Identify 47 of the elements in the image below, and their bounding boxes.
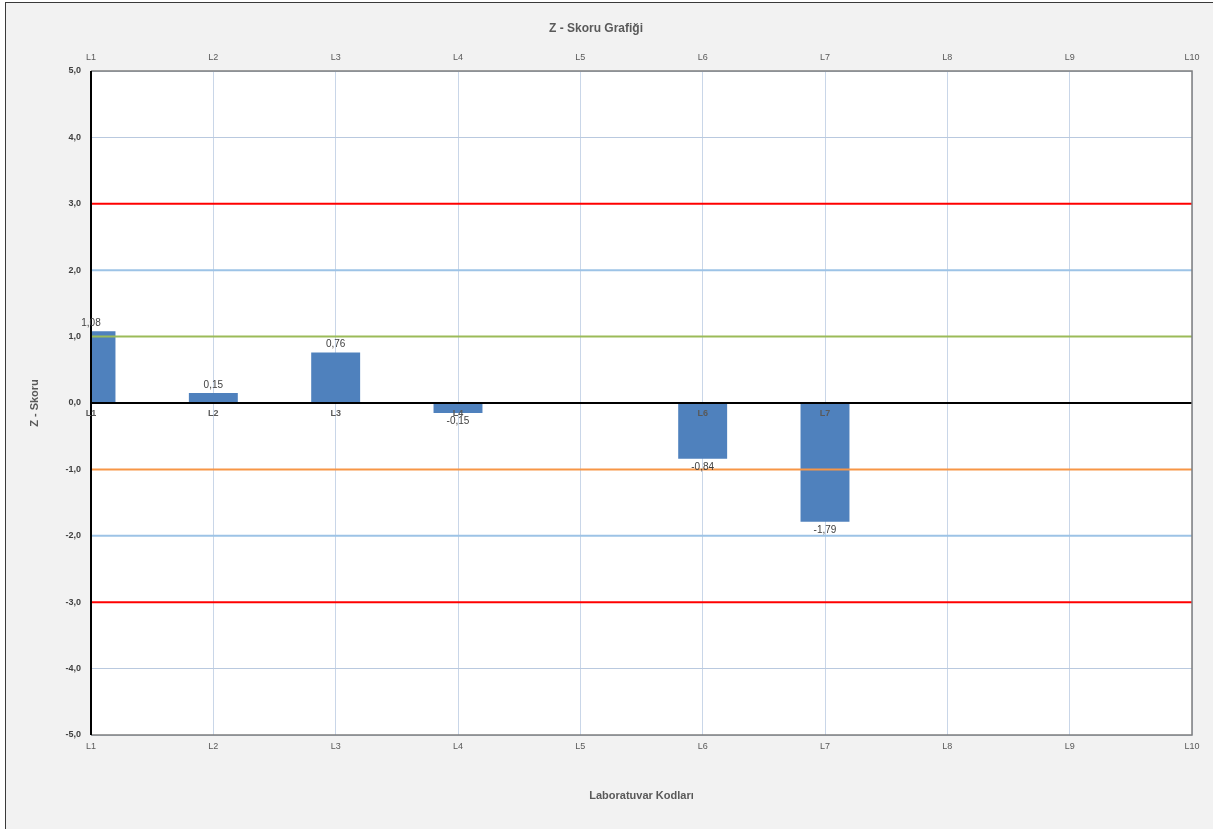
x-tick-label: L1 [85, 740, 97, 751]
category-label: L7 [819, 52, 831, 63]
x-tick-label: L3 [330, 740, 341, 751]
x-tick-label: L8 [942, 740, 953, 751]
annotation: L6 [697, 407, 708, 418]
data-label: 0,15 [203, 378, 224, 390]
y-tick-label: -5,0 [65, 729, 81, 740]
bar [800, 403, 850, 522]
x-tick-label: L9 [1064, 740, 1075, 751]
y-tick-label: -4,0 [65, 663, 81, 674]
annotation: L7 [819, 407, 831, 418]
y-tick-label: 0,0 [68, 397, 81, 408]
category-label: L10 [1184, 52, 1200, 63]
y-axis-title: Z - Skoru [27, 379, 40, 427]
y-tick-label: 4,0 [68, 131, 81, 142]
x-axis-title: Laboratuvar Kodları [589, 789, 694, 802]
y-tick-label: 5,0 [68, 65, 81, 76]
y-tick-label: 3,0 [68, 198, 81, 209]
data-label: -0,15 [446, 414, 470, 426]
chart-title: Z - Skoru Grafiği [548, 20, 644, 35]
data-label: -0,84 [691, 460, 715, 472]
y-tick-label: 2,0 [68, 264, 81, 275]
category-label: L2 [208, 52, 219, 63]
category-label: L5 [575, 52, 586, 63]
x-tick-label: L10 [1184, 740, 1200, 751]
annotation: L3 [330, 407, 341, 418]
bar [678, 403, 728, 459]
y-tick-label: -2,0 [65, 530, 81, 541]
category-label: L6 [697, 52, 708, 63]
y-tick-label: -3,0 [65, 596, 81, 607]
bar [311, 352, 361, 403]
category-label: L9 [1064, 52, 1075, 63]
x-tick-label: L5 [575, 740, 586, 751]
category-label: L3 [330, 52, 341, 63]
data-label: 0,76 [325, 338, 346, 350]
x-tick-label: L2 [208, 740, 219, 751]
category-label: L1 [85, 52, 97, 63]
x-tick-label: L4 [452, 740, 464, 751]
y-tick-label: -1,0 [65, 463, 81, 474]
y-tick-label: 1,0 [68, 331, 81, 342]
category-label: L8 [942, 52, 953, 63]
x-tick-label: L6 [697, 740, 708, 751]
category-label: L4 [452, 52, 464, 63]
x-tick-label: L7 [819, 740, 831, 751]
annotation: L2 [208, 407, 219, 418]
bar [188, 393, 238, 403]
data-label: -1,79 [813, 523, 837, 535]
